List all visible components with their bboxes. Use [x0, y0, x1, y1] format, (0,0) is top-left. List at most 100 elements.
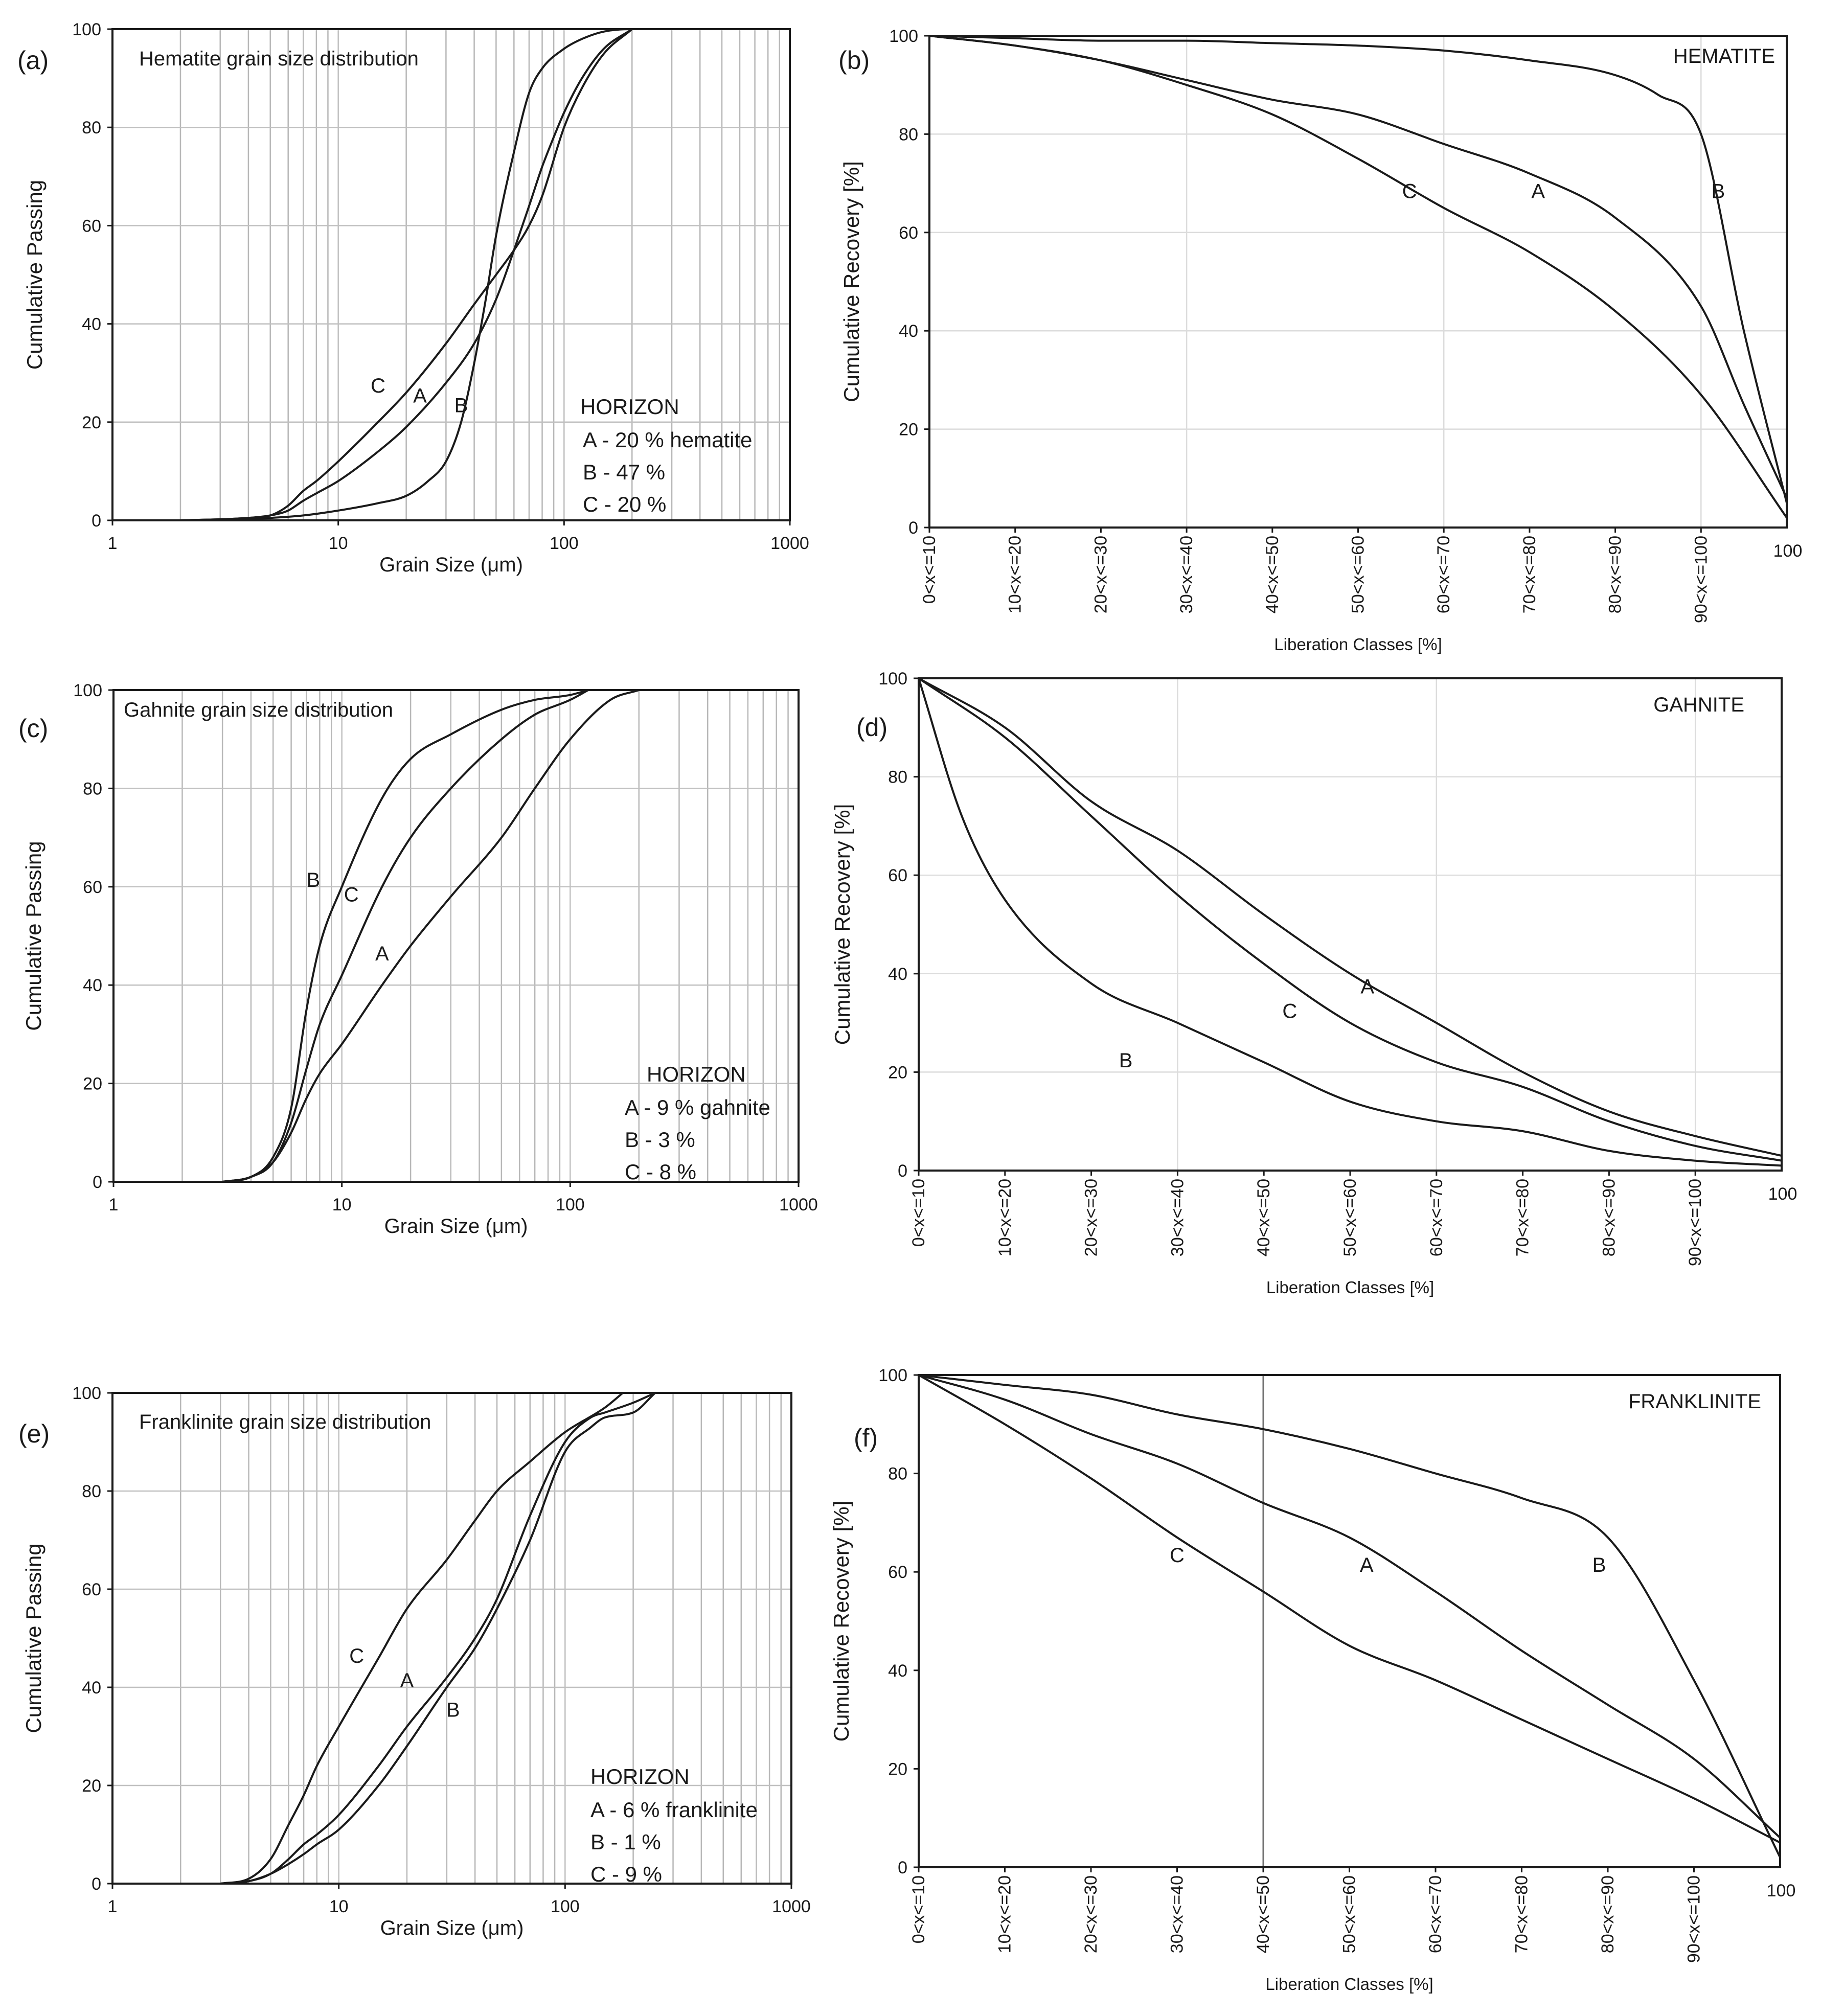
panel-b-series-b-label: B [1711, 180, 1725, 202]
panel-e-curves: A B C [219, 1392, 656, 1885]
panel-b-series-c-label: C [1402, 180, 1417, 202]
panel-c-frame [112, 689, 800, 1183]
panel-d-x-tick-label: 0<x<=10 [909, 1179, 928, 1247]
panel-d-x-axis-label: Liberation Classes [%] [1266, 1278, 1434, 1297]
panel-d-grid [919, 678, 1782, 1171]
panel-e-frame [111, 1392, 792, 1885]
panel-b-curves: A B C [928, 35, 1788, 519]
panel-f-ticks: 0 20 40 60 80 100 0<x<=10 10<x<=20 20<x<=30 30<x<… [878, 1366, 1795, 1963]
panel-e-y-tick-label: 0 [92, 1874, 101, 1894]
panel-f-x-tick-label: 50<x<=60 [1340, 1875, 1359, 1953]
panel-d-series-b-label: B [1119, 1049, 1133, 1072]
panel-e-legend-entry-c: C - 9 % [590, 1862, 662, 1886]
panel-d-x-tick-label: 40<x<=50 [1254, 1179, 1273, 1256]
panel-e-series-c-label: C [349, 1645, 364, 1667]
panel-e-series-b [219, 1392, 656, 1885]
panel-f-y-tick-label: 0 [898, 1858, 907, 1877]
panel-b-x-tick-label: 30<x<=40 [1177, 536, 1196, 613]
panel-c-y-tick-label: 100 [73, 681, 102, 700]
panel-b-y-tick-label: 0 [908, 518, 918, 538]
panel-d-series-b [918, 677, 1783, 1167]
panel-d-title: GAHNITE [1653, 694, 1744, 716]
panel-d-ticks: 0 20 40 60 80 100 0<x<=10 10<x<=20 20<x<=30 30<x<… [878, 669, 1797, 1266]
panel-d-y-tick-label: 100 [878, 669, 907, 689]
panel-d-curves: A B C [918, 677, 1783, 1167]
panel-a-x-tick-label: 1000 [770, 534, 809, 553]
panel-e-label: (e) [18, 1419, 50, 1448]
panel-b-x-tick-label: 90<x<=100 [1691, 536, 1711, 623]
panel-a-y-tick-label: 80 [82, 118, 101, 138]
panel-d-x-tick-label: 60<x<=70 [1427, 1179, 1446, 1256]
panel-f-x-tick-label: 30<x<=40 [1168, 1875, 1187, 1953]
panel-b-grid [929, 36, 1787, 528]
panel-b-y-tick-label: 80 [899, 125, 918, 144]
panel-d-y-tick-label: 80 [888, 768, 907, 787]
panel-c-legend-entry-c: C - 8 % [625, 1160, 696, 1184]
panel-b-y-axis-label: Cumulative Recovery [%] [839, 161, 863, 402]
panel-e-series-a [219, 1392, 656, 1885]
panel-e-y-tick-label: 100 [72, 1384, 101, 1403]
panel-e-legend-entry-a: A - 6 % franklinite [590, 1798, 758, 1822]
panel-e-grid [112, 1393, 791, 1884]
panel-c-y-tick-label: 0 [93, 1173, 102, 1192]
panel-d-label: (d) [856, 713, 887, 742]
panel-d-x-end-label: 100 [1768, 1184, 1797, 1204]
panel-a-series-c-label: C [371, 375, 385, 397]
panel-d-series-c-label: C [1282, 1000, 1297, 1022]
panel-d-x-tick-label: 20<x<=30 [1082, 1179, 1101, 1256]
panel-f-x-tick-label: 80<x<=90 [1598, 1875, 1618, 1953]
panel-c-grid [113, 690, 799, 1182]
panel-e-legend-title: HORIZON [590, 1765, 690, 1789]
panel-e-title: Franklinite grain size distribution [139, 1411, 431, 1433]
panel-c-series-c-label: C [344, 884, 359, 906]
panel-e-y-tick-label: 40 [82, 1678, 101, 1698]
panel-b-series-c [928, 35, 1788, 519]
panel-f-x-tick-label: 20<x<=30 [1081, 1875, 1101, 1953]
panel-b-x-tick-label: 0<x<=10 [920, 536, 939, 604]
panel-f-series-c [918, 1374, 1781, 1844]
panel-b-x-tick-label: 50<x<=60 [1349, 536, 1368, 613]
panel-a-y-axis-label: Cumulative Passing [22, 180, 47, 370]
panel-f-y-tick-label: 40 [888, 1661, 907, 1681]
panel-c-series-c [221, 689, 589, 1183]
panel-d-series-a-label: A [1360, 975, 1374, 998]
panel-b-y-tick-label: 20 [899, 420, 918, 440]
panel-a-ticks: 0 20 40 60 80 100 1 10 100 1000 [72, 20, 809, 553]
panel-c-title: Gahnite grain size distribution [124, 699, 393, 721]
panel-c-series-b-label: B [307, 869, 321, 891]
panel-a-x-tick-label: 10 [329, 534, 348, 553]
panel-e-series-c [219, 1392, 624, 1885]
panel-b-x-tick-label: 80<x<=90 [1606, 536, 1625, 613]
panel-f-y-tick-label: 20 [888, 1759, 907, 1779]
panel-e-x-tick-label: 10 [329, 1897, 349, 1916]
panel-f-series-b-label: B [1592, 1554, 1606, 1576]
panel-c-label: (c) [18, 714, 48, 743]
panel-a-legend: HORIZON A - 20 % hematite B - 47 % C - 2… [580, 395, 753, 516]
panel-e-y-tick-label: 80 [82, 1482, 101, 1501]
panel-b-ticks: 0 20 40 60 80 100 0<x<=10 10<x<=20 20<x<=30 30<x<… [889, 27, 1802, 623]
panel-a-series-a [179, 28, 633, 521]
panel-d-x-tick-label: 70<x<=80 [1513, 1179, 1533, 1256]
panel-f-series-c-label: C [1170, 1544, 1185, 1567]
panel-f-x-axis-label: Liberation Classes [%] [1265, 1975, 1433, 1994]
panel-e-y-axis-label: Cumulative Passing [21, 1543, 45, 1733]
panel-a: A B C 0 20 40 60 80 100 1 10 100 1000 (a) Hematite … [17, 20, 809, 576]
panel-a-series-b [179, 28, 655, 521]
panel-f-x-tick-label: 60<x<=70 [1426, 1875, 1445, 1953]
panel-d-x-tick-label: 80<x<=90 [1599, 1179, 1619, 1256]
panel-a-y-tick-label: 100 [72, 20, 101, 39]
panel-a-y-tick-label: 0 [92, 511, 101, 531]
panel-c-x-tick-label: 10 [332, 1195, 352, 1215]
panel-b-x-tick-label: 60<x<=70 [1434, 536, 1453, 613]
panel-e-x-tick-label: 100 [551, 1897, 580, 1916]
panel-f-x-tick-label: 40<x<=50 [1254, 1875, 1273, 1953]
panel-f-y-tick-label: 80 [888, 1464, 907, 1484]
panel-f-series-a [918, 1374, 1781, 1839]
panel-e-legend: HORIZON A - 6 % franklinite B - 1 % C - … [590, 1765, 758, 1886]
panel-f-series-a-label: A [1360, 1554, 1374, 1576]
panel-b-x-tick-label: 70<x<=80 [1520, 536, 1539, 613]
panel-a-legend-entry-a: A - 20 % hematite [583, 428, 753, 452]
panel-d: A B C 0 20 40 60 80 100 0<x<=10 10<x<=20 20<x<=30 3… [830, 669, 1797, 1297]
panel-a-label: (a) [17, 46, 49, 75]
